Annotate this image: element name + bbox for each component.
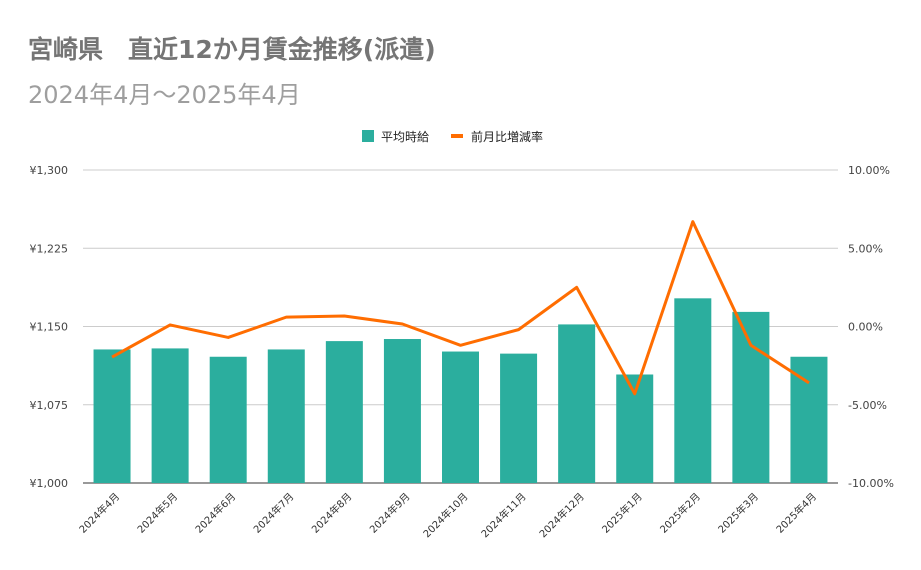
right-tick-label: -10.00% <box>848 477 894 490</box>
bar <box>383 339 421 483</box>
bar <box>209 356 247 483</box>
right-tick-label: -5.00% <box>848 399 887 412</box>
x-tick-label: 2024年7月 <box>251 490 297 536</box>
bar <box>500 353 538 483</box>
x-tick-label: 2024年10月 <box>420 490 470 540</box>
bar <box>790 356 828 483</box>
bar <box>151 348 189 483</box>
x-tick-label: 2024年9月 <box>367 490 413 536</box>
chart-subtitle: 2024年4月～2025年4月 <box>28 81 301 109</box>
bar <box>93 349 131 483</box>
bar <box>674 298 712 483</box>
bar <box>558 324 596 483</box>
bar <box>732 311 770 483</box>
right-tick-label: 0.00% <box>848 321 883 334</box>
chart-title: 宮崎県 直近12か月賃金推移(派遣) <box>28 35 436 64</box>
legend-swatch-line <box>451 134 463 138</box>
right-tick-label: 10.00% <box>848 164 890 177</box>
x-tick-label: 2024年11月 <box>478 490 528 540</box>
legend-swatch-bar <box>362 130 374 142</box>
x-tick-label: 2025年3月 <box>715 490 761 536</box>
line-series <box>111 220 810 396</box>
x-tick-label: 2025年4月 <box>773 490 819 536</box>
left-tick-label: ¥1,150 <box>30 321 69 334</box>
x-tick-label: 2024年5月 <box>134 490 180 536</box>
legend-label: 前月比増減率 <box>471 129 543 144</box>
legend-label: 平均時給 <box>381 130 429 144</box>
bar <box>325 341 363 483</box>
bar <box>442 351 479 483</box>
left-tick-label: ¥1,000 <box>30 477 69 490</box>
left-tick-label: ¥1,225 <box>30 242 69 255</box>
x-tick-label: 2024年8月 <box>309 490 355 536</box>
x-tick-label: 2024年12月 <box>536 490 586 540</box>
x-tick-label: 2025年1月 <box>599 490 645 536</box>
x-tick-label: 2025年2月 <box>657 490 703 536</box>
left-tick-label: ¥1,300 <box>30 164 69 177</box>
bar <box>267 349 305 483</box>
x-tick-label: 2024年6月 <box>192 490 238 536</box>
x-tick-label: 2024年4月 <box>76 490 122 536</box>
left-tick-label: ¥1,075 <box>30 399 69 412</box>
right-tick-label: 5.00% <box>848 242 883 255</box>
